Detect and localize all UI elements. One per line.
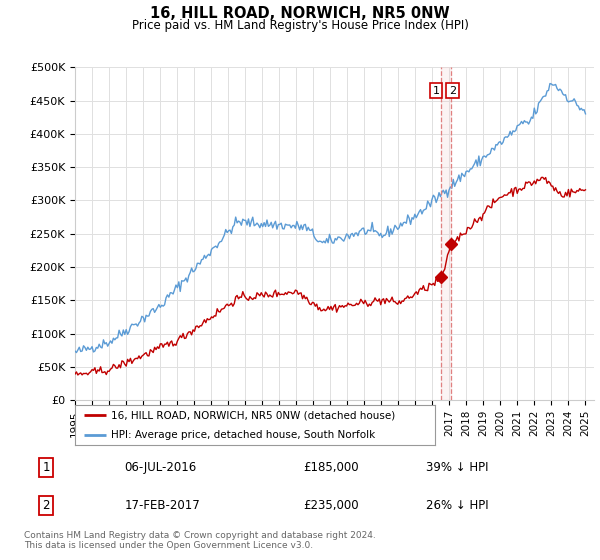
Text: 2: 2 bbox=[43, 499, 50, 512]
Text: 06-JUL-2016: 06-JUL-2016 bbox=[124, 461, 197, 474]
Text: Contains HM Land Registry data © Crown copyright and database right 2024.
This d: Contains HM Land Registry data © Crown c… bbox=[24, 531, 376, 550]
Text: £235,000: £235,000 bbox=[303, 499, 359, 512]
Text: 2: 2 bbox=[449, 86, 456, 96]
Text: 1: 1 bbox=[433, 86, 439, 96]
Text: £185,000: £185,000 bbox=[303, 461, 359, 474]
Text: 39% ↓ HPI: 39% ↓ HPI bbox=[426, 461, 488, 474]
Bar bbox=[441, 67, 451, 400]
Text: 16, HILL ROAD, NORWICH, NR5 0NW: 16, HILL ROAD, NORWICH, NR5 0NW bbox=[150, 6, 450, 21]
Text: 16, HILL ROAD, NORWICH, NR5 0NW (detached house): 16, HILL ROAD, NORWICH, NR5 0NW (detache… bbox=[111, 410, 395, 421]
Text: Price paid vs. HM Land Registry's House Price Index (HPI): Price paid vs. HM Land Registry's House … bbox=[131, 19, 469, 32]
Text: 17-FEB-2017: 17-FEB-2017 bbox=[124, 499, 200, 512]
Text: 26% ↓ HPI: 26% ↓ HPI bbox=[426, 499, 488, 512]
Text: 1: 1 bbox=[43, 461, 50, 474]
Text: HPI: Average price, detached house, South Norfolk: HPI: Average price, detached house, Sout… bbox=[111, 430, 375, 440]
